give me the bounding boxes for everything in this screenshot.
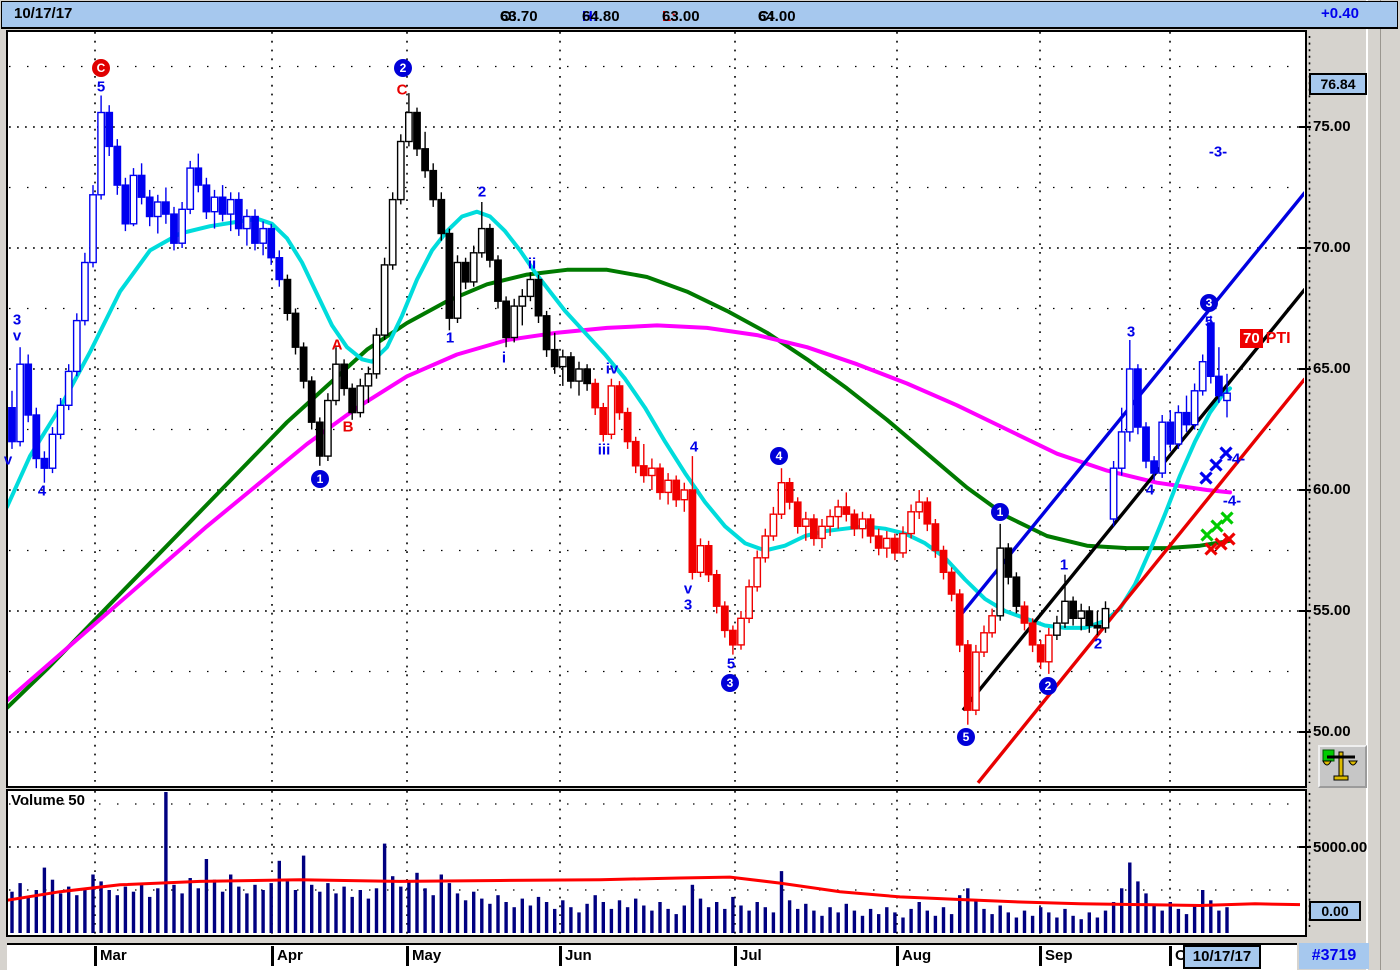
scales-icon: [1320, 747, 1361, 782]
month-label: O: [1175, 947, 1187, 964]
month-label: Apr: [277, 947, 303, 964]
month-tick: [734, 946, 737, 966]
pti-label: PTI: [1265, 329, 1291, 347]
window-frame-strip: [1366, 0, 1381, 970]
month-tick: [896, 946, 899, 966]
scales-button[interactable]: [1318, 745, 1367, 788]
volume-ma-line: [8, 875, 1301, 908]
quote-bar: 10/17/17 O: 63.70 H: 64.80 L: 63.00 C: 6…: [1, 1, 1398, 29]
volume-pane-title: Volume 50: [11, 792, 85, 809]
quote-date: 10/17/17: [14, 5, 73, 22]
volume-pane-bg: [6, 789, 1307, 937]
last-price-box: 76.84: [1309, 73, 1367, 95]
month-tick: [271, 946, 274, 966]
month-tick: [1039, 946, 1042, 966]
black-trendline: [961, 288, 1304, 712]
pti-indicator: 70 PTI: [1240, 329, 1291, 348]
candles-layer: [8, 93, 1231, 725]
month-label: Sep: [1045, 947, 1073, 964]
price-pane: [6, 30, 1307, 788]
change-value: +0.40: [1321, 5, 1359, 22]
pti-value: 70: [1240, 329, 1263, 348]
date-axis: Mar Apr May Jun Jul Aug Sep O: [7, 943, 1297, 970]
month-label: May: [412, 947, 442, 964]
volume-bars-layer: [10, 792, 1229, 933]
ma_green-line: [8, 267, 1232, 710]
month-label: Mar: [100, 947, 127, 964]
month-tick: [406, 946, 409, 966]
month-label: Aug: [902, 947, 932, 964]
volume-zero-box: 0.00: [1309, 901, 1361, 921]
month-label: Jul: [740, 947, 762, 964]
month-tick: [1169, 946, 1172, 966]
current-date-box: 10/17/17: [1183, 945, 1261, 969]
month-tick: [94, 946, 97, 966]
volume-axis-label: 5000.00: [1313, 839, 1368, 856]
ticket-number: #3719: [1299, 943, 1369, 969]
month-label: Jun: [565, 947, 592, 964]
month-tick: [559, 946, 562, 966]
ma_magenta-line: [8, 323, 1232, 703]
red-trendline: [976, 377, 1304, 784]
